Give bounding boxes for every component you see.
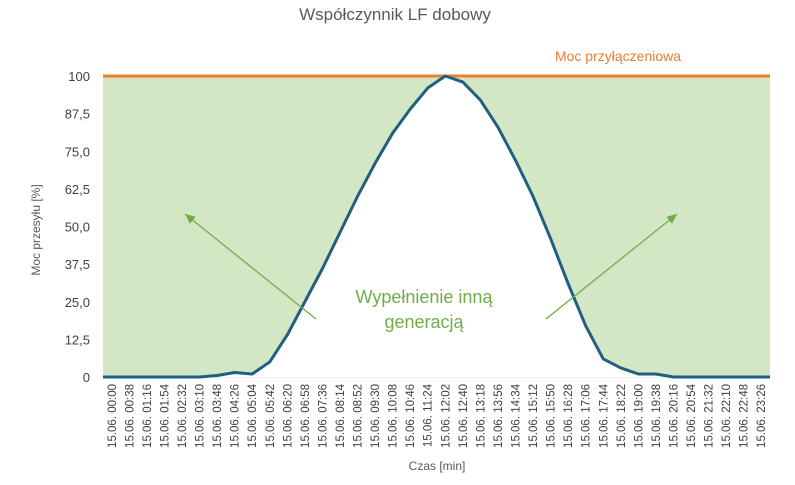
x-tick-label: 15.06. 13:56	[493, 384, 505, 448]
x-tick-label: 15.06. 23:26	[756, 384, 768, 448]
x-tick-label: 15.06. 19:38	[651, 384, 663, 448]
annotation-line: generacją	[384, 312, 464, 332]
x-tick-label: 15.06. 08:52	[353, 384, 365, 448]
x-tick-label: 15.06. 22:48	[739, 384, 751, 448]
y-tick-label: 0	[83, 370, 90, 385]
x-tick-label: 15.06. 09:30	[370, 384, 382, 448]
x-tick-label: 15.06. 00:38	[124, 384, 136, 448]
x-tick-label: 15.06. 05:42	[265, 384, 277, 448]
y-tick-label: 12,5	[65, 332, 90, 347]
y-tick-label: 37,5	[65, 257, 90, 272]
x-tick-label: 15.06. 08:14	[335, 383, 347, 448]
x-tick-label: 15.06. 14:34	[510, 383, 522, 448]
x-tick-label: 15.06. 04:26	[230, 384, 242, 448]
connection-power-label: Moc przyłączeniowa	[555, 48, 681, 64]
x-tick-label: 15.06. 20:16	[668, 384, 680, 448]
arrow-line	[545, 213, 678, 320]
y-tick-label: 87,5	[65, 107, 90, 122]
arrow-head	[666, 214, 677, 224]
annotation-line: Wypełnienie inną	[356, 287, 494, 307]
y-axis-label: Moc przesyłu [%]	[29, 184, 43, 275]
generation-curve-area	[103, 76, 770, 377]
chart-title: Współczynnik LF dobowy	[299, 5, 491, 24]
x-tick-label: 15.06. 16:28	[563, 384, 575, 448]
x-tick-label: 15.06. 17:06	[581, 384, 593, 448]
x-tick-label: 15.06. 22:10	[721, 384, 733, 448]
x-tick-label: 15.06. 12:40	[458, 384, 470, 448]
x-tick-label: 15.06. 03:10	[195, 384, 207, 448]
x-tick-label: 15.06. 03:48	[212, 384, 224, 448]
x-tick-label: 15.06. 12:02	[440, 384, 452, 448]
y-axis-ticks: 0 12,5 25,0 37,5 50,0 62,5 75,0 87,5 100	[65, 69, 90, 385]
x-tick-label: 15.06. 18:22	[616, 384, 628, 448]
y-tick-label: 75,0	[65, 144, 90, 159]
x-tick-label: 15.06. 10:08	[388, 384, 400, 448]
x-tick-label: 15.06. 06:20	[282, 384, 294, 448]
x-tick-label: 15.06. 21:32	[704, 384, 716, 448]
x-tick-label: 15.06. 10:46	[405, 384, 417, 448]
x-tick-label: 15.06. 01:16	[142, 384, 154, 448]
x-tick-label: 15.06. 20:54	[686, 383, 698, 448]
annotation-text: Wypełnienie inną generacją	[356, 287, 494, 332]
series-line	[103, 74, 770, 379]
x-tick-label: 15.06. 02:32	[177, 384, 189, 448]
x-tick-label: 15.06. 07:36	[317, 384, 329, 448]
x-tick-label: 15.06. 00:00	[107, 384, 119, 448]
x-tick-label: 15.06. 05:04	[247, 383, 259, 448]
x-tick-label: 15.06. 01:54	[159, 383, 171, 448]
x-tick-label: 15.06. 15:12	[528, 384, 540, 448]
x-tick-label: 15.06. 15:50	[546, 384, 558, 448]
y-tick-label: 25,0	[65, 295, 90, 310]
x-tick-label: 15.06. 19:00	[633, 384, 645, 448]
x-axis-label: Czas [min]	[409, 459, 466, 473]
y-tick-label: 62,5	[65, 182, 90, 197]
x-tick-label: 15.06. 06:58	[300, 384, 312, 448]
y-tick-label: 100	[68, 69, 90, 84]
arrow-line	[184, 213, 317, 320]
annotation-arrows	[184, 213, 678, 320]
x-tick-label: 15.06. 17:44	[598, 383, 610, 448]
x-tick-label: 15.06. 11:24	[423, 383, 435, 447]
x-axis-ticks: 15.06. 00:00 15.06. 00:38 15.06. 01:16 15.0…	[107, 383, 768, 448]
x-tick-label: 15.06. 13:18	[475, 384, 487, 448]
y-tick-label: 50,0	[65, 220, 90, 235]
arrow-head	[185, 214, 196, 224]
